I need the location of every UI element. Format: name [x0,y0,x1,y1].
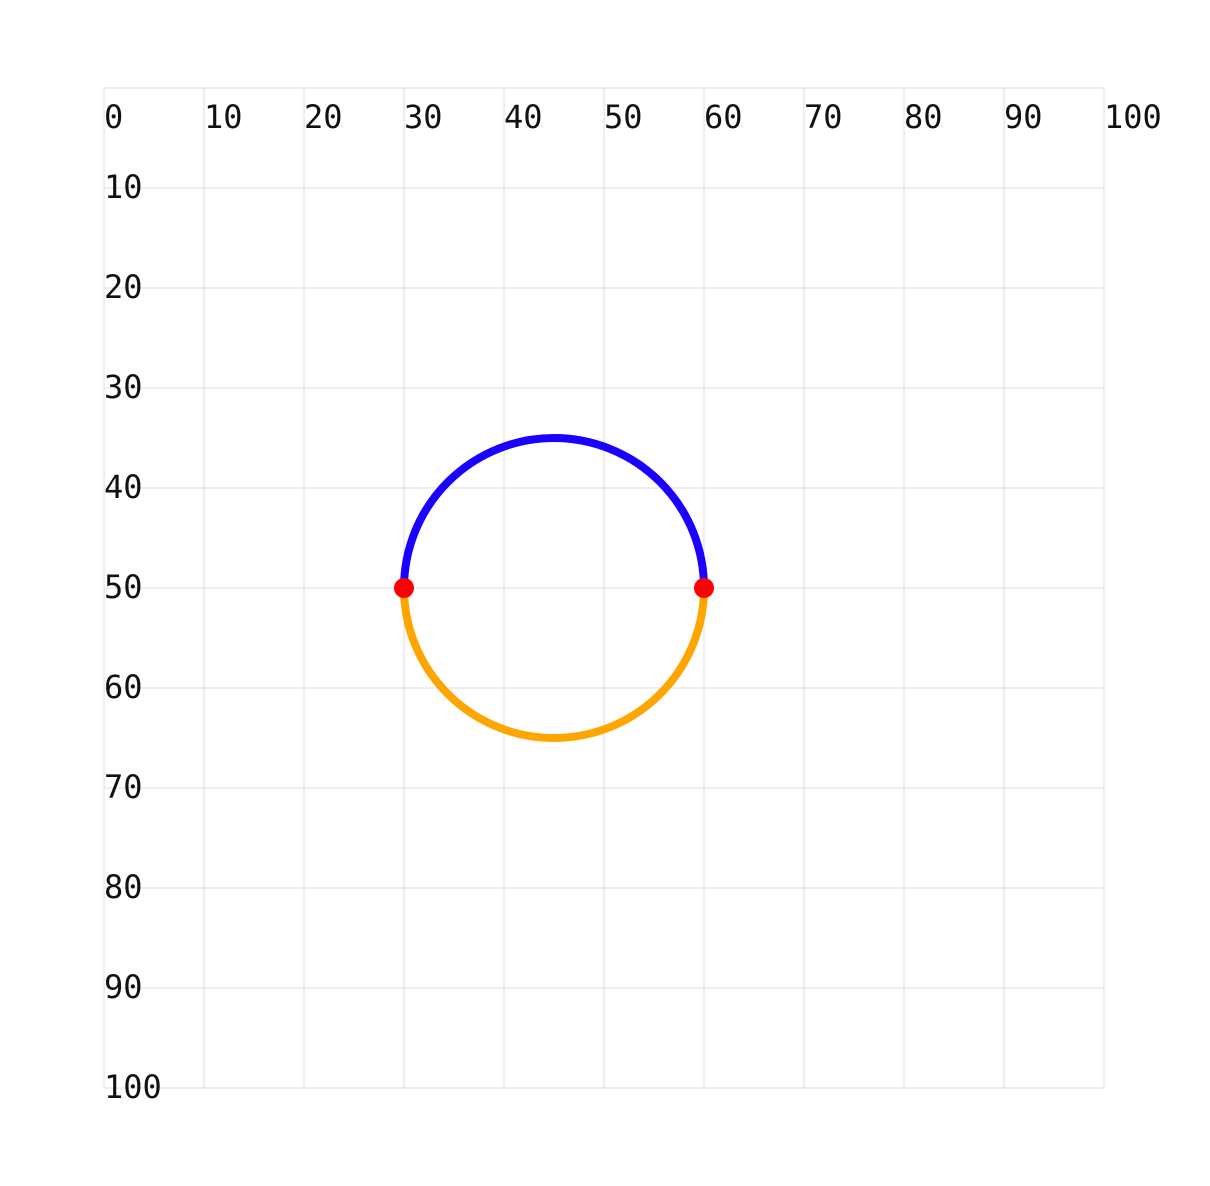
y-tick-label: 30 [104,368,143,406]
x-tick-label: 20 [304,98,343,136]
lower-semicircle-arc [400,587,708,742]
x-tick-label: 30 [404,98,443,136]
circle-shapes [400,434,708,742]
y-tick-label: 100 [104,1068,162,1106]
y-tick-label: 50 [104,568,143,606]
point-marker [694,578,714,598]
x-tick-label: 70 [804,98,843,136]
x-tick-label: 60 [704,98,743,136]
x-tick-label: 10 [204,98,243,136]
point-marker [394,578,414,598]
x-tick-label: 50 [604,98,643,136]
y-tick-label: 60 [104,668,143,706]
y-tick-label: 20 [104,268,143,306]
x-tick-label: 80 [904,98,943,136]
y-tick-labels: 10 20 30 40 50 60 70 80 90 100 [104,168,162,1106]
y-tick-label: 10 [104,168,143,206]
y-tick-label: 40 [104,468,143,506]
x-tick-label: 100 [1104,98,1162,136]
x-tick-label: 90 [1004,98,1043,136]
points [394,578,714,598]
x-tick-labels: 0 10 20 30 40 50 60 70 80 90 100 [104,98,1162,136]
y-tick-label: 70 [104,768,143,806]
upper-semicircle-arc [400,434,708,589]
x-tick-label: 40 [504,98,543,136]
y-tick-label: 80 [104,868,143,906]
grid [103,87,1105,1089]
y-tick-label: 90 [104,968,143,1006]
x-tick-label: 0 [104,98,123,136]
